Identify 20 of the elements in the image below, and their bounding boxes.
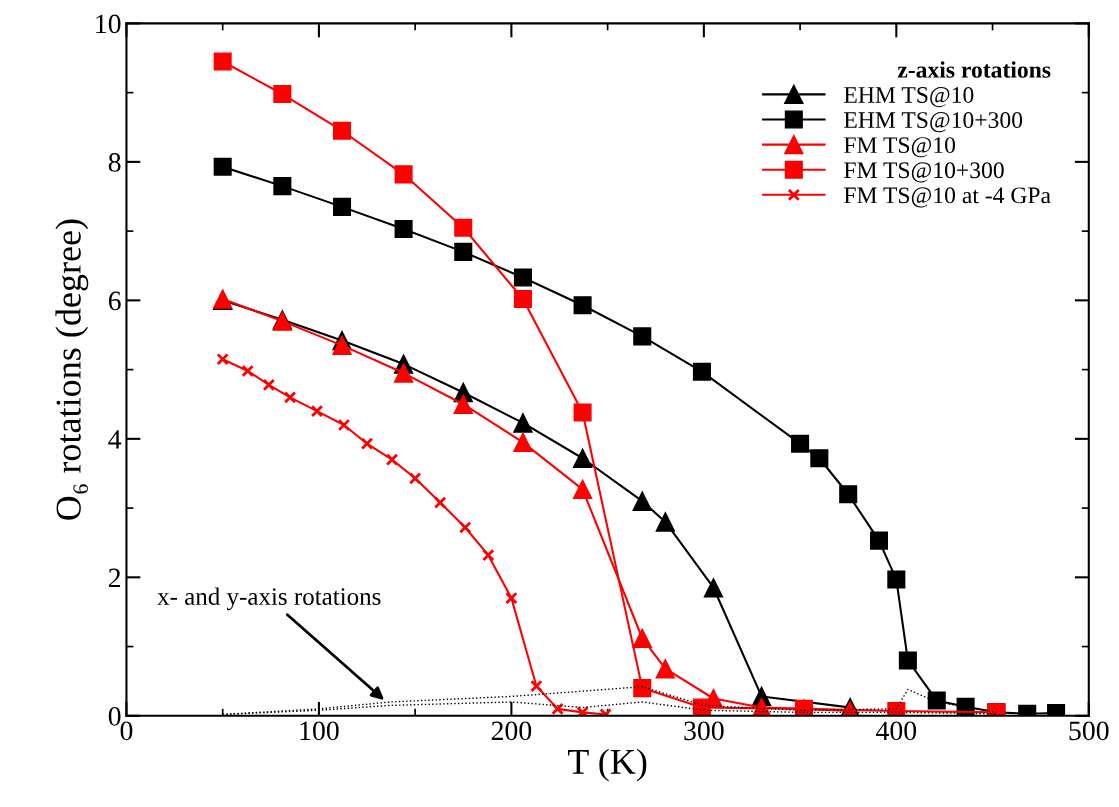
x-tick-label: 400	[876, 721, 917, 741]
y-tick-label: 8	[108, 153, 121, 172]
x-axis-title: T (K)	[567, 748, 647, 782]
legend-title: z-axis rotations	[897, 61, 1051, 78]
legend-label: FM TS@10	[844, 137, 956, 158]
y-axis-title: O₆ rotations (degree)	[55, 219, 89, 520]
y-tick-label: 0	[108, 706, 121, 726]
legend-label: FM TS@10 at -4 GPa	[844, 187, 1051, 208]
y-tick-label: 2	[108, 568, 121, 587]
legend-label: EHM TS@10	[844, 86, 974, 108]
y-tick-label: 10	[96, 14, 121, 34]
x-tick-label: 100	[300, 721, 339, 741]
annotation: x- and y-axis rotations	[157, 587, 381, 611]
x-tick-label: 300	[684, 721, 724, 741]
y-tick-label: 6	[108, 291, 121, 311]
y-tick-label: 4	[108, 430, 122, 449]
x-tick-label: 200	[491, 721, 532, 741]
x-tick-label: 500	[1069, 721, 1109, 741]
legend-label: EHM TS@10+300	[844, 112, 1023, 133]
legend-label: FM TS@10+300	[844, 162, 1004, 183]
